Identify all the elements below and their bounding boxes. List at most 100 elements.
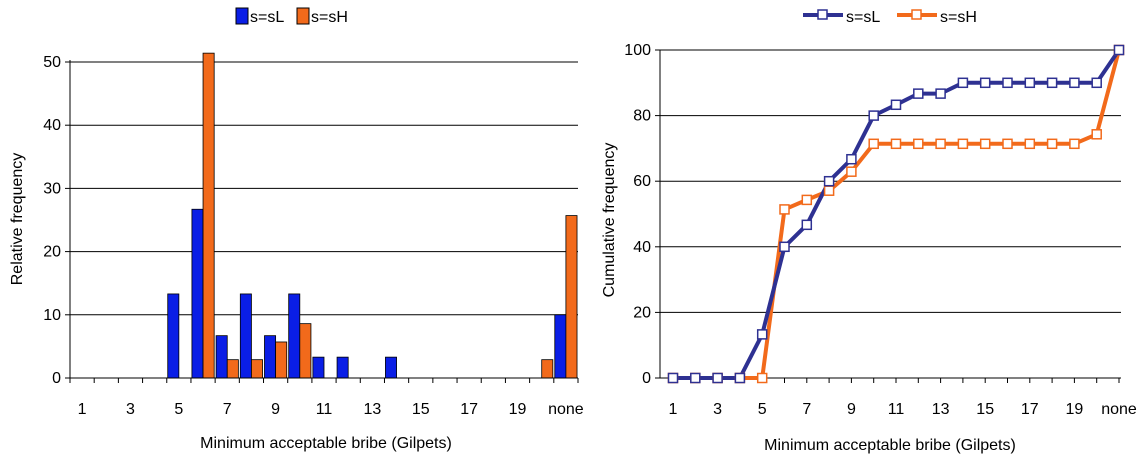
line-y-axis-title: Cumulative frequency bbox=[601, 143, 618, 298]
line-x-tick-label: 13 bbox=[932, 401, 950, 418]
bar-x-tick-label: 5 bbox=[174, 401, 183, 418]
line-x-tick-label: 17 bbox=[1021, 401, 1039, 418]
bar-x-tick-label: none bbox=[548, 401, 584, 418]
line-point-sh-7 bbox=[802, 195, 811, 204]
bar-x-tick-label: 1 bbox=[78, 401, 87, 418]
line-point-sh-13 bbox=[936, 139, 945, 148]
line-point-sl-9 bbox=[847, 155, 856, 164]
bar-y-tick-label: 0 bbox=[52, 370, 61, 387]
line-point-sl-19 bbox=[1070, 78, 1079, 87]
line-point-sl-14 bbox=[958, 78, 967, 87]
line-point-sh-11 bbox=[892, 139, 901, 148]
line-series-sh bbox=[673, 50, 1119, 378]
bar-y-axis-title: Relative frequency bbox=[9, 153, 26, 286]
line-legend-label-sh: s=sH bbox=[940, 9, 977, 26]
line-point-sl-none bbox=[1115, 46, 1124, 55]
line-point-sh-12 bbox=[914, 139, 923, 148]
line-y-tick-labels: 0 20 40 60 80 100 bbox=[624, 42, 651, 387]
line-x-tick-label: 11 bbox=[888, 401, 905, 418]
line-x-tick-label: 15 bbox=[976, 401, 994, 418]
line-point-sh-9 bbox=[847, 167, 856, 176]
bar-sl-8 bbox=[240, 294, 251, 378]
bar-sl-5 bbox=[168, 294, 179, 378]
line-point-sl-15 bbox=[981, 78, 990, 87]
line-series bbox=[669, 46, 1124, 383]
line-x-axis-title: Minimum acceptable bribe (Gilpets) bbox=[764, 437, 1016, 454]
bar-gridlines bbox=[70, 62, 578, 315]
line-point-sh-6 bbox=[780, 205, 789, 214]
bar-sl-7 bbox=[216, 336, 227, 378]
bar-y-tick-label: 50 bbox=[43, 54, 61, 71]
bar-x-tick-label: 19 bbox=[509, 401, 527, 418]
line-x-tick-label: 5 bbox=[758, 401, 767, 418]
bar-sh-9 bbox=[276, 342, 287, 378]
bar-sl-10 bbox=[289, 294, 300, 378]
bar-x-tick-label: 17 bbox=[460, 401, 478, 418]
line-point-sh-8 bbox=[825, 186, 834, 195]
bar-sh-20 bbox=[542, 360, 553, 378]
line-point-sl-17 bbox=[1025, 78, 1034, 87]
bar-legend-swatch-sl bbox=[236, 8, 248, 24]
line-point-sh-20 bbox=[1092, 130, 1101, 139]
line-x-tick-labels: 1 3 5 7 9 11 13 15 17 19 none bbox=[669, 401, 1137, 418]
bar-sl-9 bbox=[264, 336, 275, 378]
bar-sl-12 bbox=[337, 357, 348, 378]
line-point-sl-16 bbox=[1003, 78, 1012, 87]
line-y-tick-label: 0 bbox=[642, 370, 651, 387]
line-x-tick-label: 3 bbox=[713, 401, 722, 418]
line-point-sh-5 bbox=[758, 374, 767, 383]
line-x-tick-label: 19 bbox=[1066, 401, 1084, 418]
bar-sh-7 bbox=[227, 360, 238, 378]
bar-y-tick-label: 10 bbox=[43, 307, 61, 324]
line-point-sl-11 bbox=[892, 100, 901, 109]
bar-sh-none bbox=[566, 216, 577, 378]
line-point-sl-13 bbox=[936, 89, 945, 98]
line-point-sh-14 bbox=[958, 139, 967, 148]
bar-y-tick-labels: 0 10 20 30 40 50 bbox=[43, 54, 61, 387]
line-series-sl bbox=[673, 50, 1119, 378]
bar-x-tick-label: 13 bbox=[363, 401, 381, 418]
bar-x-tick-label: 3 bbox=[126, 401, 135, 418]
bar-x-tick-labels: 1 3 5 7 9 11 13 15 17 19 none bbox=[78, 401, 584, 418]
line-y-tick-label: 80 bbox=[633, 108, 651, 125]
bar-sl-11 bbox=[313, 357, 324, 378]
line-point-sl-4 bbox=[735, 374, 744, 383]
line-point-sl-10 bbox=[869, 111, 878, 120]
line-point-sl-5 bbox=[758, 330, 767, 339]
line-point-sh-17 bbox=[1025, 139, 1034, 148]
bar-x-tick-label: 15 bbox=[412, 401, 430, 418]
bar-legend-label-sl: s=sL bbox=[250, 9, 284, 26]
bar-y-tick-label: 40 bbox=[43, 117, 61, 134]
bar-sl-14 bbox=[385, 357, 396, 378]
line-point-sl-18 bbox=[1048, 78, 1057, 87]
line-x-tick-label: 9 bbox=[847, 401, 856, 418]
line-point-sh-18 bbox=[1048, 139, 1057, 148]
bar-sl-none bbox=[555, 315, 566, 378]
line-legend-marker-sl bbox=[818, 10, 827, 19]
line-y-tick-label: 100 bbox=[624, 42, 651, 59]
line-point-sl-1 bbox=[669, 374, 678, 383]
line-point-sl-20 bbox=[1092, 78, 1101, 87]
line-legend-label-sl: s=sL bbox=[846, 9, 880, 26]
bar-marks bbox=[168, 53, 577, 378]
bar-sh-8 bbox=[251, 360, 262, 378]
line-axes bbox=[655, 50, 1121, 383]
bar-legend-swatch-sh bbox=[297, 8, 309, 24]
bar-x-axis-title: Minimum acceptable bribe (Gilpets) bbox=[200, 435, 452, 452]
bar-x-tick-label: 9 bbox=[271, 401, 280, 418]
line-point-sl-6 bbox=[780, 242, 789, 251]
line-point-sl-3 bbox=[713, 374, 722, 383]
line-y-tick-label: 20 bbox=[633, 304, 651, 321]
line-legend: s=sL s=sH bbox=[803, 9, 977, 26]
bar-x-tick-label: 7 bbox=[223, 401, 232, 418]
line-x-tick-label: none bbox=[1101, 401, 1137, 418]
bar-x-tick-label: 11 bbox=[316, 401, 333, 418]
bar-axes bbox=[65, 60, 578, 383]
bar-y-tick-label: 30 bbox=[43, 180, 61, 197]
bar-sl-6 bbox=[192, 209, 203, 378]
line-point-sh-16 bbox=[1003, 139, 1012, 148]
bar-y-tick-label: 20 bbox=[43, 244, 61, 261]
line-y-tick-label: 40 bbox=[633, 239, 651, 256]
